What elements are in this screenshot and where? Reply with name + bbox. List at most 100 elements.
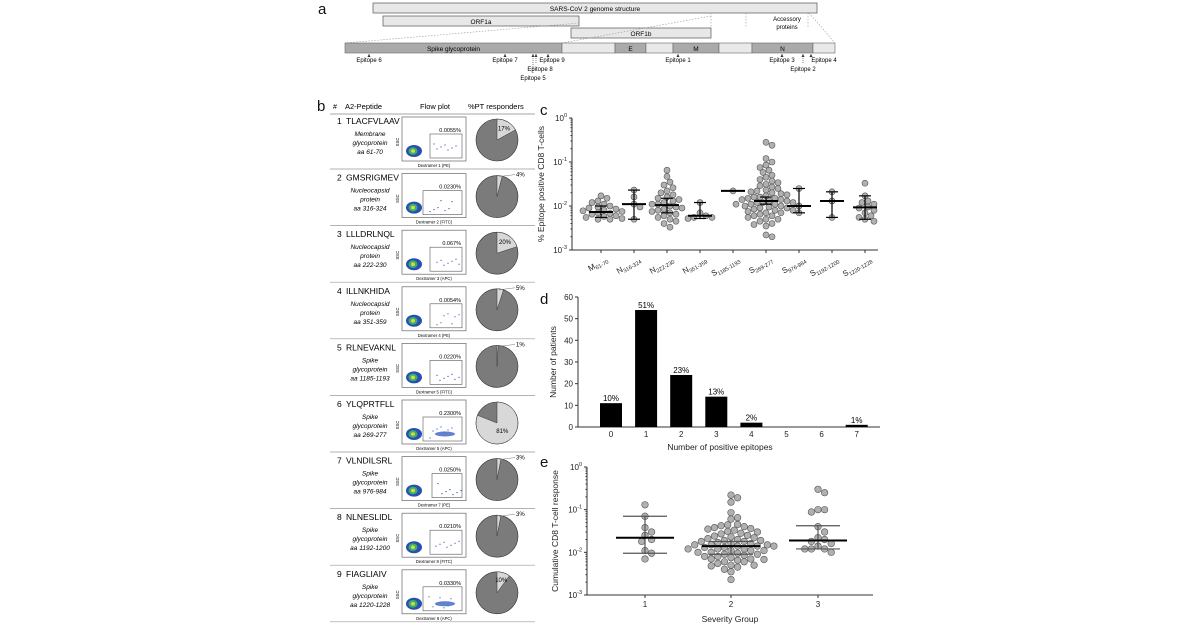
y-tick-label: 10-1 xyxy=(568,505,582,515)
x-tick-label: N351-359 xyxy=(681,255,709,278)
tick-exponent: -3 xyxy=(577,590,582,596)
data-point xyxy=(654,194,662,202)
data-point xyxy=(724,527,732,535)
peptide-row: 8 NLNESLIDL Spike glycoprotein aa 1192-1200 0… xyxy=(330,512,535,566)
data-point xyxy=(768,158,776,166)
data-point xyxy=(660,205,668,213)
x-tick-label: S1192-1200 xyxy=(808,255,841,280)
flow-gate xyxy=(429,246,463,272)
data-point xyxy=(707,562,715,570)
epitope-label: Epitope 6 xyxy=(356,58,382,64)
data-point xyxy=(744,208,752,215)
flow-event xyxy=(454,542,456,544)
data-point xyxy=(768,177,776,185)
data-point xyxy=(756,182,764,189)
data-point xyxy=(594,197,602,205)
data-point xyxy=(747,546,755,555)
data-point xyxy=(768,189,776,197)
data-point xyxy=(744,214,752,221)
data-point xyxy=(814,506,822,514)
flow-event xyxy=(437,483,439,485)
data-point xyxy=(707,555,715,563)
data-point xyxy=(585,204,593,212)
data-point xyxy=(694,548,702,556)
x-tick-label: S976-984 xyxy=(780,255,808,277)
data-point xyxy=(747,555,755,563)
flow-event xyxy=(443,541,445,543)
peptide-row: 7 VLNDILSRL Spike glycoprotein aa 976-984 0.0… xyxy=(330,456,535,509)
data-point xyxy=(606,202,614,210)
protein-description: Spike xyxy=(362,527,379,534)
category-subscript: 269-277 xyxy=(755,259,775,274)
peptide-row: 9 FIAGLIAIV Spike glycoprotein aa 1220-1228 0… xyxy=(330,569,535,623)
category-subscript: 222-230 xyxy=(656,259,676,274)
data-point xyxy=(750,221,758,228)
pie-responders-slice xyxy=(496,231,518,254)
pie-label: 3% xyxy=(516,456,525,462)
flow-event xyxy=(451,323,453,325)
data-point xyxy=(771,206,779,214)
flow-event xyxy=(444,144,446,146)
data-point xyxy=(753,550,762,558)
pie-responders-slice xyxy=(475,401,519,445)
flow-event xyxy=(447,375,449,377)
data-point xyxy=(727,509,735,517)
data-point xyxy=(660,212,668,220)
flow-event xyxy=(450,598,452,600)
protein-description: Spike xyxy=(362,471,379,478)
x-tick-label: S1220-1228 xyxy=(841,255,874,280)
flow-event xyxy=(436,324,438,326)
data-point xyxy=(765,203,773,211)
flow-event xyxy=(433,143,435,145)
flow-event xyxy=(429,211,431,213)
data-point xyxy=(733,494,742,502)
data-point xyxy=(700,552,709,561)
data-point xyxy=(762,186,770,194)
x-tick-label: S1185-1193 xyxy=(710,255,742,280)
data-point xyxy=(861,179,869,187)
data-point xyxy=(641,501,649,509)
peptide-sequence: TLACFVLAAV xyxy=(346,116,400,126)
data-point xyxy=(588,199,596,206)
data-point xyxy=(768,183,776,191)
data-point xyxy=(710,523,719,532)
tick-exponent: -1 xyxy=(562,157,567,163)
pie-label: 4% xyxy=(516,173,525,179)
data-point xyxy=(603,194,611,202)
data-point xyxy=(743,531,752,539)
flow-event xyxy=(440,426,442,428)
data-point xyxy=(756,204,764,212)
data-point xyxy=(727,515,735,523)
epitope-label: Epitope 5 xyxy=(520,76,546,82)
bar xyxy=(705,396,728,427)
protein-description: aa 222-230 xyxy=(354,262,387,269)
epitope-label: Epitope 2 xyxy=(790,67,816,73)
data-point xyxy=(666,178,674,186)
flow-event xyxy=(456,492,458,494)
data-point xyxy=(663,173,671,180)
data-point xyxy=(704,534,712,543)
epitope-label: Epitope 7 xyxy=(492,58,518,64)
flow-x-axis-label: Dextramer 7 (PE) xyxy=(418,503,451,508)
epitope-arrowhead xyxy=(809,54,813,57)
data-point xyxy=(648,208,656,215)
tick-exponent: -1 xyxy=(577,505,582,511)
flow-event xyxy=(451,147,453,149)
flow-event xyxy=(436,428,438,430)
header-responders: %PT responders xyxy=(468,102,524,111)
bar xyxy=(845,424,868,427)
data-point xyxy=(717,530,725,538)
protein-description: Spike xyxy=(362,414,379,421)
bar-data-label: 1% xyxy=(851,416,863,425)
epitope-arrowhead xyxy=(534,54,538,57)
data-point xyxy=(747,524,755,533)
category-group xyxy=(579,192,626,223)
y-tick-label: 10-3 xyxy=(553,245,567,255)
flow-percentage: 0.0250% xyxy=(439,468,461,474)
data-point xyxy=(750,534,758,542)
row-number: 7 xyxy=(337,456,342,466)
y-tick-label: 10-2 xyxy=(568,547,582,557)
segment-label: E xyxy=(628,46,633,53)
x-tick-label: 2 xyxy=(679,430,684,439)
